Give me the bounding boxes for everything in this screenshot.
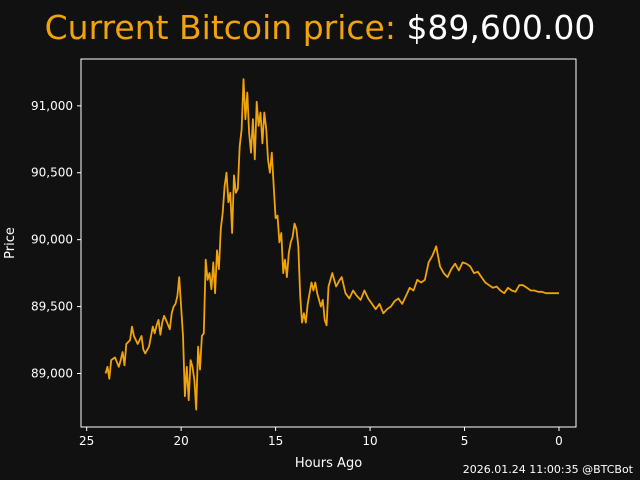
y-tick-label: 91,000 bbox=[31, 99, 73, 113]
price-label: Current Bitcoin price: bbox=[44, 8, 407, 47]
x-axis-label: Hours Ago bbox=[295, 456, 362, 471]
plot-frame bbox=[80, 58, 577, 428]
price-series-line bbox=[104, 78, 559, 411]
price-value: $89,600.00 bbox=[406, 8, 596, 47]
y-tick-label: 89,500 bbox=[31, 300, 73, 314]
x-tick-label: 25 bbox=[79, 434, 94, 448]
x-tick-label: 5 bbox=[461, 434, 469, 448]
timestamp-footer: 2026.01.24 11:00:35 @BTCBot bbox=[462, 463, 633, 476]
x-tick-label: 10 bbox=[362, 434, 377, 448]
x-tick-label: 20 bbox=[173, 434, 188, 448]
price-header: Current Bitcoin price: $89,600.00 bbox=[0, 8, 640, 47]
y-tick-label: 90,000 bbox=[31, 233, 73, 247]
x-tick-label: 0 bbox=[555, 434, 563, 448]
x-tick-label: 15 bbox=[268, 434, 283, 448]
y-tick-label: 89,000 bbox=[31, 366, 73, 380]
y-tick-label: 90,500 bbox=[31, 166, 73, 180]
y-axis-label: Price bbox=[3, 227, 18, 259]
